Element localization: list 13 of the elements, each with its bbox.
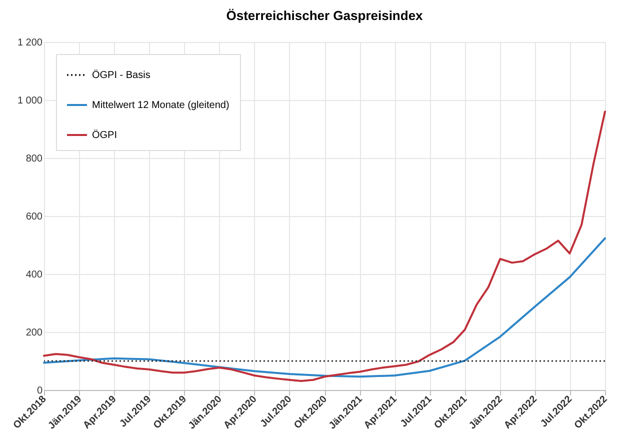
- y-tick-label: 1 200: [17, 38, 43, 48]
- y-tick-label: 800: [26, 154, 43, 164]
- legend-label: Mittelwert 12 Monate (gleitend): [92, 100, 230, 111]
- chart-title: Österreichischer Gaspreisindex: [226, 8, 424, 23]
- line-series: [43, 237, 606, 378]
- y-tick-label: 1 000: [17, 96, 43, 106]
- y-tick-label: 600: [26, 212, 43, 222]
- legend-label: ÖGPI - Basis: [92, 69, 150, 81]
- y-tick-label: 200: [26, 328, 43, 338]
- y-tick-label: 0: [36, 386, 43, 396]
- y-tick-label: 400: [26, 270, 43, 280]
- line-series: [43, 110, 606, 382]
- legend-label: ÖGPI: [92, 129, 118, 141]
